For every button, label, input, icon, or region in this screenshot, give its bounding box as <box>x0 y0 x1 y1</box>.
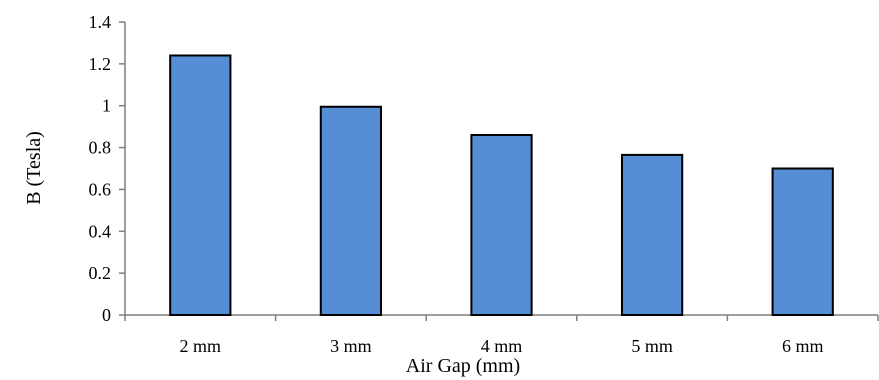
y-axis-tick-labels: 0 0.2 0.4 0.6 0.8 1 1.2 1.4 <box>89 12 112 325</box>
x-tick-label: 4 mm <box>481 336 523 356</box>
bar-2-mm <box>169 54 232 316</box>
bar-3-mm <box>319 105 383 316</box>
x-tick-label: 6 mm <box>782 336 824 356</box>
y-tick-label: 0.2 <box>89 263 112 283</box>
bar-5-mm <box>620 153 684 316</box>
x-tick-label: 3 mm <box>330 336 372 356</box>
x-axis-title: Air Gap (mm) <box>406 355 520 377</box>
y-axis-title: B (Tesla) <box>23 131 45 205</box>
y-tick-label: 0.6 <box>89 179 112 199</box>
y-tick-label: 0.8 <box>89 138 112 158</box>
x-axis-tick-labels: 2 mm 3 mm 4 mm 5 mm 6 mm <box>180 336 824 356</box>
y-axis-ticks <box>119 21 125 316</box>
y-tick-label: 1.4 <box>89 12 112 32</box>
x-tick-label: 5 mm <box>631 336 673 356</box>
bar-6-mm <box>771 167 834 316</box>
y-tick-label: 1 <box>102 96 111 116</box>
x-tick-label: 2 mm <box>180 336 222 356</box>
y-tick-label: 0.4 <box>89 221 112 241</box>
bars-group <box>169 54 834 316</box>
y-tick-label: 1.2 <box>89 54 112 74</box>
y-tick-label: 0 <box>102 305 111 325</box>
bar-4-mm <box>470 134 533 316</box>
x-axis-ticks <box>124 315 879 321</box>
